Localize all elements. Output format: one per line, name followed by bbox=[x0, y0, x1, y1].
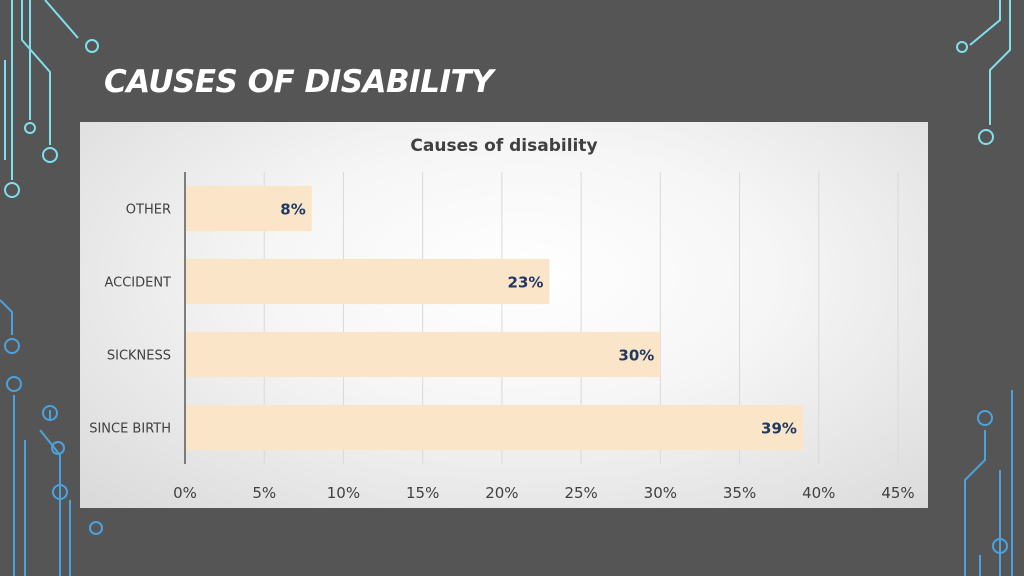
category-label: SICKNESS bbox=[107, 349, 171, 364]
bar bbox=[185, 185, 312, 232]
x-tick-label: 30% bbox=[644, 484, 677, 502]
category-label: ACCIDENT bbox=[104, 276, 171, 291]
x-tick-label: 45% bbox=[881, 484, 914, 502]
chart-panel: Causes of disability OTHER 8% ACCIDENT 23% S… bbox=[80, 122, 928, 508]
bar bbox=[185, 258, 550, 305]
x-tick-label: 25% bbox=[564, 484, 597, 502]
data-label: 23% bbox=[508, 274, 544, 292]
data-label: 39% bbox=[761, 420, 797, 438]
x-tick-label: 5% bbox=[252, 484, 276, 502]
x-tick-label: 0% bbox=[173, 484, 197, 502]
x-tick-label: 10% bbox=[327, 484, 360, 502]
data-label: 8% bbox=[280, 201, 305, 219]
category-label: OTHER bbox=[126, 203, 171, 218]
x-tick-label: 35% bbox=[723, 484, 756, 502]
data-label: 30% bbox=[618, 347, 654, 365]
x-tick-label: 15% bbox=[406, 484, 439, 502]
bar bbox=[185, 404, 803, 451]
x-tick-label: 20% bbox=[485, 484, 518, 502]
x-tick-label: 40% bbox=[802, 484, 835, 502]
slide-title: CAUSES OF DISABILITY bbox=[104, 64, 494, 100]
bar bbox=[185, 331, 661, 378]
bar-chart: OTHER 8% ACCIDENT 23% SICKNESS 30% SINCE BIRTH… bbox=[89, 172, 915, 502]
chart-title: Causes of disability bbox=[410, 136, 598, 156]
category-label: SINCE BIRTH bbox=[89, 422, 171, 437]
